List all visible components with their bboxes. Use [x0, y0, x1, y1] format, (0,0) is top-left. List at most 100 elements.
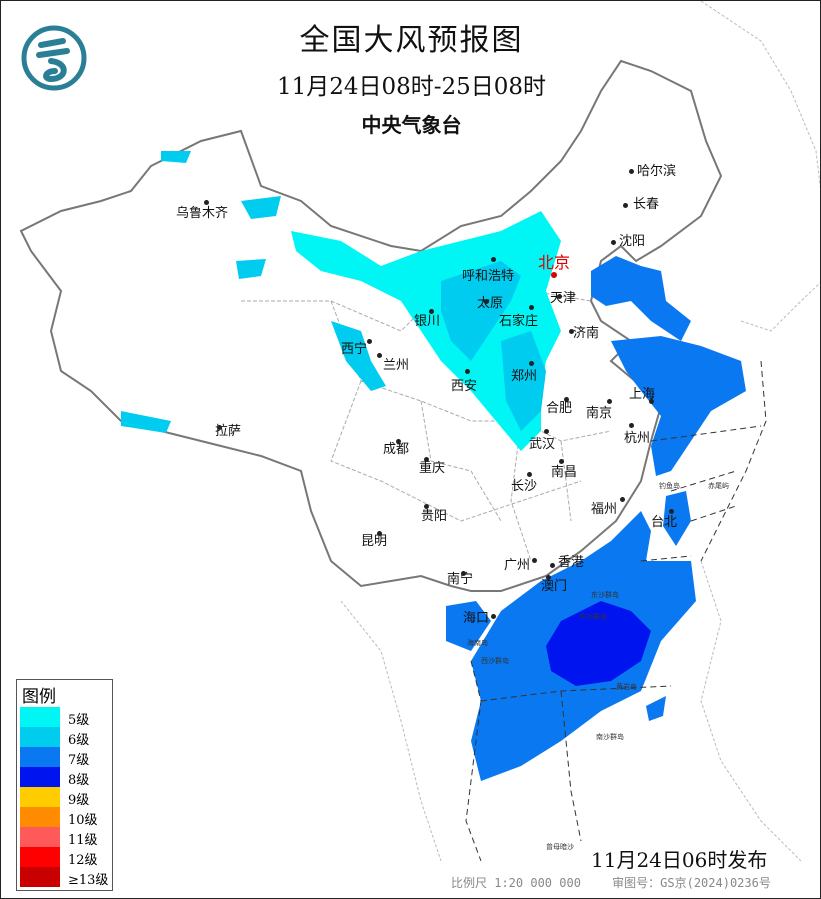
wind-areas — [121, 151, 746, 781]
city-label: 哈尔滨 — [637, 164, 677, 179]
city-dot-icon — [429, 309, 434, 314]
legend: 图例 5级 6级 7级 8级 9级 10级 11级 12级 ≥13级 — [16, 679, 113, 891]
wind-area-8 — [546, 601, 651, 686]
city-label: 合肥 — [546, 401, 573, 416]
legend-swatch — [20, 847, 60, 867]
footer: 比例尺 1:20 000 000 审图号：GS京(2024)0236号 — [451, 874, 795, 891]
legend-item: 7级 — [20, 747, 110, 768]
city-dot-icon — [569, 329, 574, 334]
city-dot-icon — [550, 563, 555, 568]
city-label: 西安 — [451, 379, 478, 394]
beijing-star-icon — [551, 272, 557, 278]
legend-label: 7级 — [68, 753, 90, 768]
legend-item: 11级 — [20, 827, 110, 848]
city-label: 银川 — [414, 314, 441, 329]
legend-label: 12级 — [68, 853, 98, 868]
legend-item: 5级 — [20, 707, 110, 728]
city-dot-icon — [649, 399, 654, 404]
neighbor-coastline — [340, 1, 820, 862]
legend-label: 10级 — [68, 813, 98, 828]
province-borders — [241, 290, 612, 562]
legend-item: 8级 — [20, 767, 110, 788]
issuer: 中央气象台 — [361, 113, 462, 137]
legend-label: 11级 — [68, 833, 98, 848]
city-dot-icon — [491, 614, 496, 619]
island-label: 东沙群岛 — [591, 591, 619, 599]
map-title: 全国大风预报图 — [299, 23, 524, 58]
legend-swatch — [20, 827, 60, 847]
legend-swatch — [20, 867, 60, 887]
city-label: 广州 — [504, 558, 531, 573]
city-dot-icon — [629, 423, 634, 428]
legend-swatch — [20, 807, 60, 827]
island-label: 中沙群岛 — [579, 613, 607, 621]
city-label: 南京 — [586, 406, 613, 421]
city-dot-icon — [204, 200, 209, 205]
city-dot-icon — [424, 504, 429, 509]
city-dot-icon — [620, 497, 625, 502]
city-dot-icon — [377, 353, 382, 358]
island-label: 钓鱼岛 — [659, 482, 680, 490]
wind-area-7-east — [611, 336, 746, 476]
city-dot-icon — [611, 240, 616, 245]
city-label: 西宁 — [341, 342, 368, 357]
city-label: 天津 — [550, 291, 577, 306]
city-dot-icon — [461, 571, 466, 576]
city-label: 济南 — [573, 326, 600, 341]
city-dot-icon — [484, 299, 489, 304]
city-dot-icon — [544, 429, 549, 434]
island-label: 西沙群岛 — [481, 657, 509, 665]
city-label: 北京 — [538, 253, 571, 272]
legend-label: 6级 — [68, 733, 90, 748]
wind-area-7-north — [591, 256, 691, 341]
wind-area-6 — [441, 261, 546, 431]
city-label: 福州 — [591, 502, 618, 517]
legend-swatch — [20, 707, 60, 727]
city-dot-icon — [424, 457, 429, 462]
city-dot-icon — [529, 305, 534, 310]
city-label: 成都 — [383, 442, 410, 457]
city-label: 香港 — [558, 555, 585, 570]
city-label: 呼和浩特 — [462, 269, 515, 284]
city-label: 兰州 — [383, 358, 410, 373]
city-dot-icon — [629, 169, 634, 174]
city-label: 南昌 — [551, 465, 578, 480]
city-dot-icon — [669, 509, 674, 514]
island-label: 海南岛 — [467, 639, 488, 647]
legend-label: 8级 — [68, 773, 90, 788]
city-label: 长沙 — [511, 479, 538, 494]
city-label: 石家庄 — [499, 314, 539, 329]
legend-item: ≥13级 — [20, 867, 110, 888]
approval-number: 审图号：GS京(2024)0236号 — [612, 876, 771, 890]
city-label: 昆明 — [361, 534, 388, 549]
island-label: 曾母暗沙 — [546, 843, 574, 851]
legend-label: ≥13级 — [68, 873, 109, 888]
city-label: 乌鲁木齐 — [176, 206, 229, 221]
city-dot-icon — [396, 439, 401, 444]
city-label: 郑州 — [511, 369, 538, 384]
taiwan-island — [663, 491, 691, 546]
legend-swatch — [20, 747, 60, 767]
cma-logo-icon — [21, 23, 87, 97]
legend-item: 9级 — [20, 787, 110, 808]
city-dot-icon — [377, 531, 382, 536]
city-label: 长春 — [633, 197, 660, 212]
island-label: 赤尾屿 — [708, 482, 729, 490]
legend-title: 图例 — [22, 687, 56, 707]
city-dot-icon — [564, 397, 569, 402]
city-dot-icon — [623, 203, 628, 208]
city-dot-icon — [367, 339, 372, 344]
city-label: 澳门 — [541, 579, 568, 594]
legend-item: 10级 — [20, 807, 110, 828]
city-dot-icon — [465, 369, 470, 374]
hainan-island — [446, 601, 491, 651]
wind-area-7-philippines — [646, 696, 666, 721]
city-label: 太原 — [477, 296, 504, 311]
wind-area-5-west — [121, 151, 386, 433]
city-dot-icon — [546, 575, 551, 580]
city-dot-icon — [559, 459, 564, 464]
legend-label: 9级 — [68, 793, 90, 808]
city-dot-icon — [527, 472, 532, 477]
city-dot-icon — [217, 425, 222, 430]
